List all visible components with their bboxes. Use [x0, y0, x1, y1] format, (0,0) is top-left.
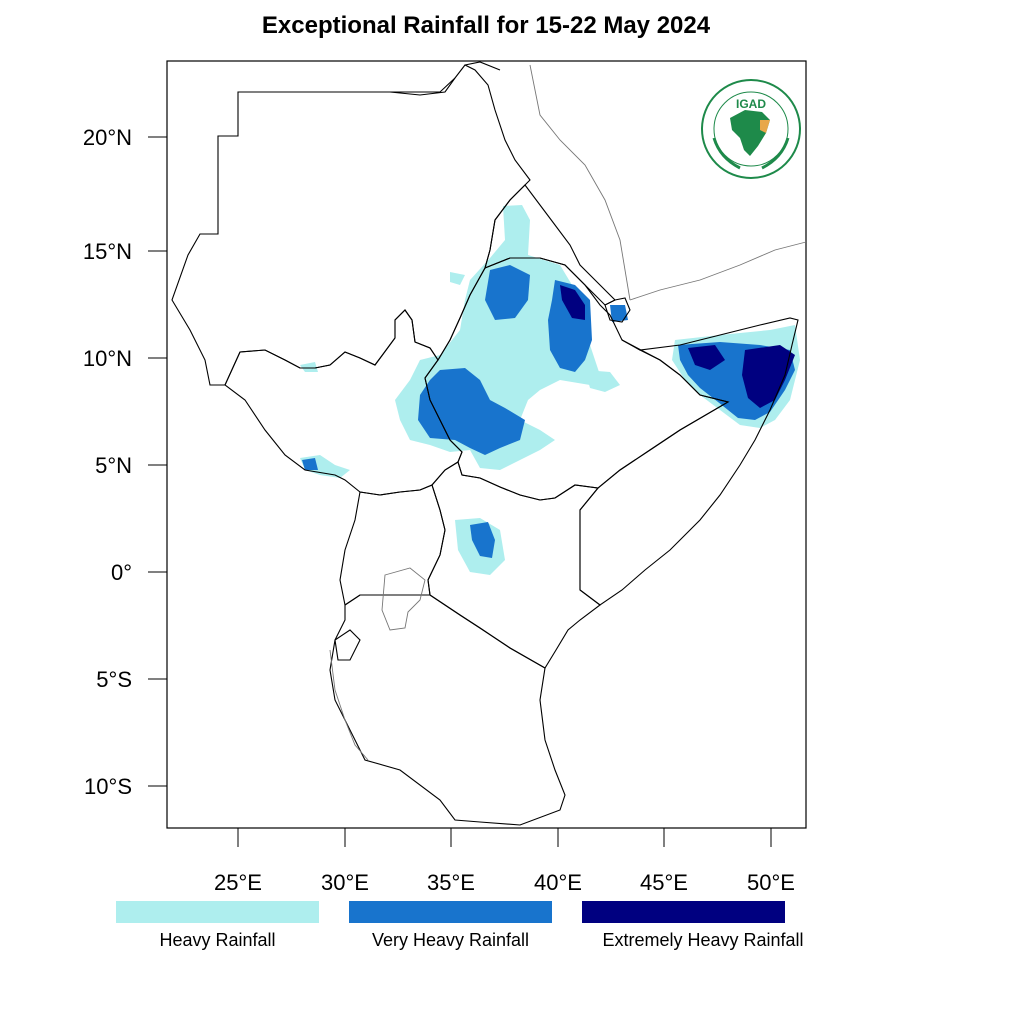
x-tick-label: 45°E [640, 870, 688, 895]
y-tick-label: 15°N [83, 239, 132, 264]
legend-swatch-heavy [116, 901, 319, 923]
igad-logo-text: IGAD [736, 97, 766, 111]
y-tick-label: 10°N [83, 346, 132, 371]
lakes-and-coast [329, 64, 807, 761]
igad-logo: IGAD [700, 78, 802, 180]
legend-label-extremely-heavy: Extremely Heavy Rainfall [602, 930, 804, 950]
x-tick-label: 50°E [747, 870, 795, 895]
y-tick-label: 20°N [83, 125, 132, 150]
legend-label-very-heavy: Very Heavy Rainfall [371, 930, 530, 950]
country-borders [171, 61, 799, 826]
map-plot-frame [166, 60, 807, 829]
y-axis: 20°N 15°N 10°N 5°N 0° 5°S 10°S [83, 125, 167, 799]
x-tick-label: 35°E [427, 870, 475, 895]
legend-swatch-extremely-heavy [582, 901, 785, 923]
map-title: Exceptional Rainfall for 15-22 May 2024 [261, 12, 711, 39]
legend-label-heavy: Heavy Rainfall [159, 930, 276, 950]
y-tick-label: 5°S [96, 667, 132, 692]
y-tick-label: 5°N [95, 453, 132, 478]
x-tick-label: 25°E [214, 870, 262, 895]
y-tick-label: 10°S [84, 774, 132, 799]
x-tick-label: 40°E [534, 870, 582, 895]
rainfall-overlay [300, 205, 800, 575]
x-axis: 25°E 30°E 35°E 40°E 45°E 50°E [214, 828, 795, 895]
x-tick-label: 30°E [321, 870, 369, 895]
y-tick-label: 0° [111, 560, 132, 585]
legend-swatch-very-heavy [349, 901, 552, 923]
